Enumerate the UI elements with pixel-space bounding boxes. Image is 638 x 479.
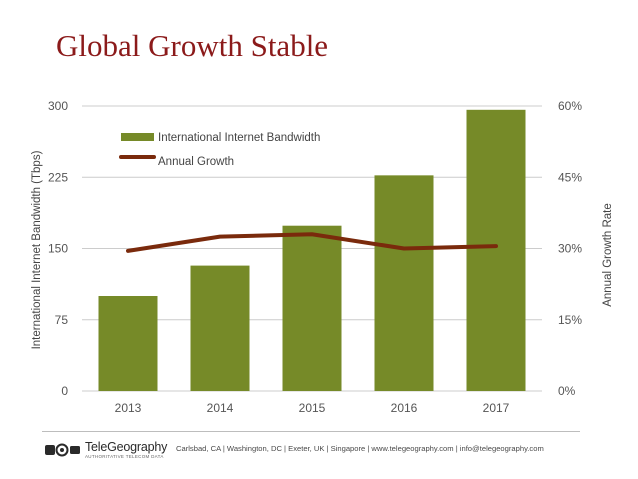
combo-chart: 0 75 150 225 300 0% 15% 30% 45% 60% 2013 2014 2015 20… (31, 99, 614, 415)
y-left-tick-label: 300 (48, 99, 68, 113)
y-right-axis-title: Annual Growth Rate (602, 203, 614, 307)
page-title: Global Growth Stable (56, 28, 329, 63)
y-left-tick-label: 75 (55, 313, 69, 327)
legend-bar-swatch (121, 133, 154, 141)
y-right-tick-label: 0% (558, 384, 576, 398)
footer-divider (42, 431, 580, 432)
legend-bar-label: International Internet Bandwidth (158, 132, 320, 144)
bar-2017 (466, 109, 526, 392)
footer-contact: Carlsbad, CA | Washington, DC | Exeter, … (176, 444, 544, 453)
y-left-tick-label: 0 (61, 384, 68, 398)
logo-name: TeleGeography (85, 440, 168, 454)
annual-growth-point (403, 248, 405, 249)
telegeography-logo-icon (45, 443, 80, 457)
annual-growth-point (127, 250, 129, 252)
bar-2014 (190, 265, 250, 391)
bar-2015 (282, 225, 342, 391)
y-left-axis-title: International Internet Bandwidth (Tbps) (31, 150, 43, 349)
y-right-tick-label: 15% (558, 313, 582, 327)
bar-2016 (374, 175, 434, 391)
bar-2013 (98, 296, 158, 391)
x-tick-label: 2013 (115, 401, 142, 415)
x-tick-label: 2014 (207, 401, 234, 415)
y-left-tick-label: 150 (48, 242, 68, 256)
x-tick-label: 2017 (483, 401, 510, 415)
annual-growth-point (495, 245, 497, 247)
annual-growth-point (219, 236, 221, 238)
y-right-tick-label: 60% (558, 99, 582, 113)
legend-line-label: Annual Growth (158, 156, 234, 168)
telegeography-logo: TeleGeography AUTHORITATIVE TELECOM DATA (44, 439, 168, 463)
y-right-tick-label: 30% (558, 242, 582, 256)
y-right-tick-label: 45% (558, 170, 582, 184)
annual-growth-point (311, 233, 313, 235)
logo-tagline: AUTHORITATIVE TELECOM DATA (85, 454, 164, 459)
x-tick-label: 2015 (299, 401, 326, 415)
y-left-tick-label: 225 (48, 170, 68, 184)
x-tick-label: 2016 (391, 401, 418, 415)
